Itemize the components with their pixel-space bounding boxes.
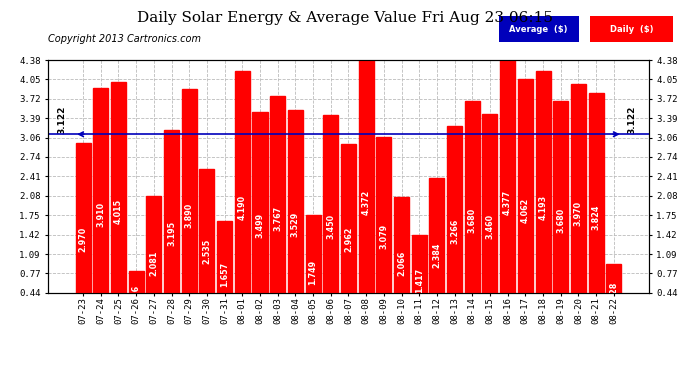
Bar: [571, 84, 586, 318]
FancyBboxPatch shape: [590, 16, 673, 42]
Text: 3.122: 3.122: [57, 106, 66, 134]
Text: 3.450: 3.450: [326, 214, 335, 239]
Text: 2.970: 2.970: [79, 227, 88, 252]
Bar: [607, 264, 621, 318]
Bar: [429, 178, 444, 318]
FancyBboxPatch shape: [499, 16, 580, 42]
Bar: [128, 272, 144, 318]
Bar: [235, 71, 250, 318]
Bar: [306, 215, 321, 318]
Text: 3.529: 3.529: [291, 212, 300, 237]
Text: 4.062: 4.062: [521, 198, 530, 223]
Text: 1.417: 1.417: [415, 268, 424, 293]
Bar: [253, 112, 268, 318]
Text: 2.535: 2.535: [202, 238, 211, 264]
Text: 3.970: 3.970: [574, 201, 583, 226]
Text: Daily Solar Energy & Average Value Fri Aug 23 06:15: Daily Solar Energy & Average Value Fri A…: [137, 11, 553, 25]
Bar: [76, 143, 90, 318]
Bar: [323, 115, 338, 318]
Text: 3.680: 3.680: [468, 208, 477, 233]
Bar: [341, 144, 356, 318]
Text: 1.657: 1.657: [220, 262, 229, 287]
Text: 3.824: 3.824: [591, 204, 600, 230]
Text: Average  ($): Average ($): [509, 25, 567, 34]
Bar: [181, 89, 197, 318]
Text: Copyright 2013 Cartronics.com: Copyright 2013 Cartronics.com: [48, 34, 201, 44]
Text: 2.962: 2.962: [344, 227, 353, 252]
Bar: [146, 196, 161, 318]
Bar: [376, 137, 391, 318]
Text: 2.066: 2.066: [397, 251, 406, 276]
Text: 3.079: 3.079: [380, 224, 388, 249]
Text: 3.499: 3.499: [255, 213, 264, 238]
Text: 2.384: 2.384: [433, 243, 442, 268]
Text: Daily  ($): Daily ($): [609, 25, 653, 34]
Text: 1.749: 1.749: [308, 260, 317, 285]
Text: 4.015: 4.015: [114, 199, 123, 224]
Text: 3.910: 3.910: [97, 202, 106, 227]
Text: 3.890: 3.890: [185, 202, 194, 228]
Bar: [359, 60, 374, 318]
Text: 4.193: 4.193: [538, 195, 548, 220]
Text: 0.928: 0.928: [609, 281, 618, 306]
Text: 2.081: 2.081: [149, 251, 159, 276]
Text: 4.372: 4.372: [362, 190, 371, 215]
Text: 4.377: 4.377: [503, 190, 512, 215]
Bar: [394, 196, 409, 318]
Text: 4.190: 4.190: [238, 195, 247, 220]
Bar: [482, 114, 497, 318]
Text: 3.460: 3.460: [486, 214, 495, 239]
Bar: [270, 96, 285, 318]
Bar: [500, 60, 515, 318]
Bar: [217, 220, 232, 318]
Bar: [518, 79, 533, 318]
Bar: [288, 110, 303, 318]
Text: 0.796: 0.796: [132, 285, 141, 310]
Text: 3.680: 3.680: [556, 208, 565, 233]
Bar: [465, 101, 480, 318]
Bar: [199, 169, 215, 318]
Bar: [93, 88, 108, 318]
Bar: [535, 71, 551, 318]
Text: 3.195: 3.195: [167, 221, 176, 246]
Bar: [111, 81, 126, 318]
Bar: [553, 101, 569, 318]
Bar: [447, 126, 462, 318]
Bar: [589, 93, 604, 318]
Text: 3.767: 3.767: [273, 206, 282, 231]
Bar: [164, 130, 179, 318]
Text: 3.122: 3.122: [627, 106, 636, 134]
Bar: [412, 235, 426, 318]
Text: 3.266: 3.266: [450, 219, 459, 245]
